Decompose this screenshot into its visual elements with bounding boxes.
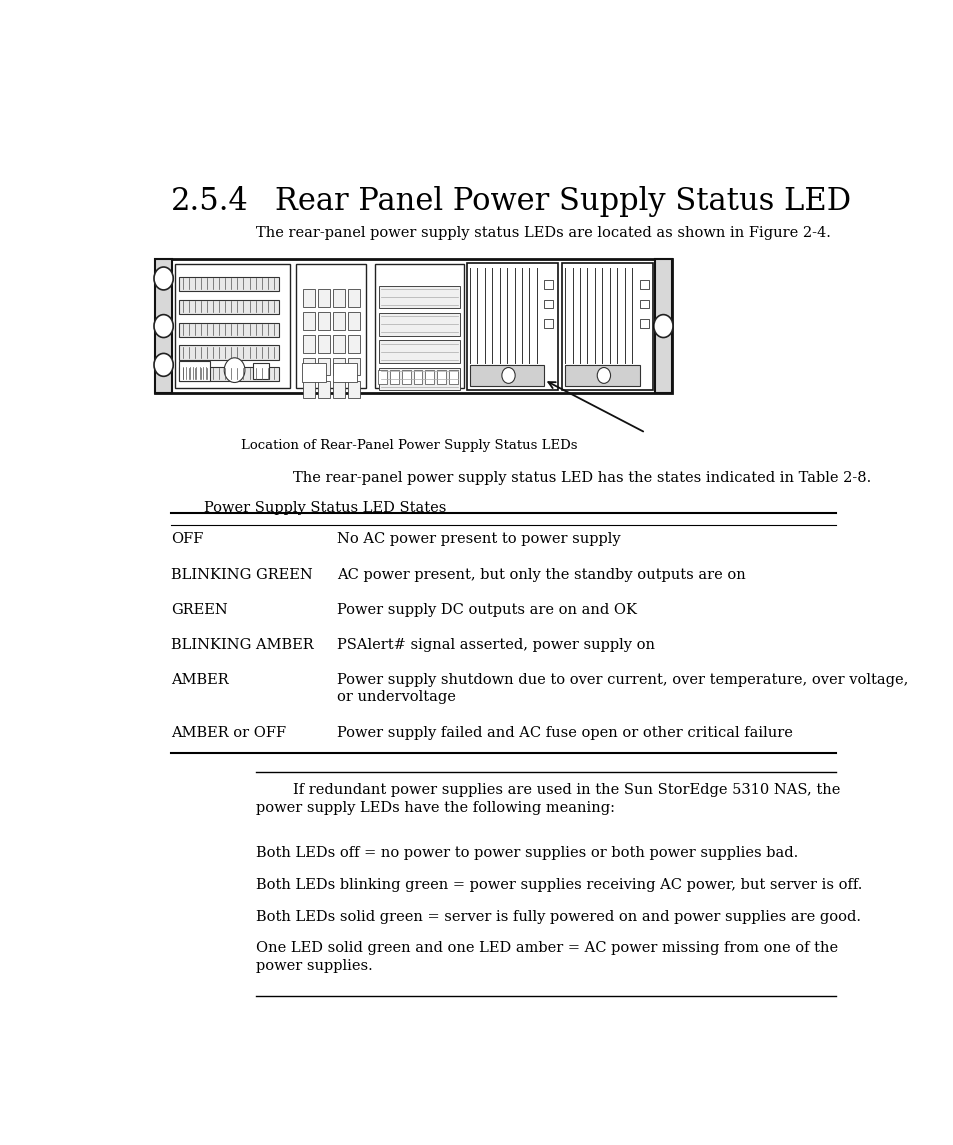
Bar — [179, 366, 278, 381]
Bar — [333, 357, 344, 376]
Text: AMBER or OFF: AMBER or OFF — [171, 726, 286, 741]
Bar — [301, 363, 325, 382]
Bar — [179, 346, 278, 360]
Text: 2.5.4: 2.5.4 — [171, 185, 249, 216]
Text: Rear Panel Power Supply Status LED: Rear Panel Power Supply Status LED — [274, 185, 850, 216]
Bar — [654, 259, 672, 393]
Text: The rear-panel power supply status LED has the states indicated in Table 2-8.: The rear-panel power supply status LED h… — [293, 471, 870, 484]
Bar — [561, 262, 653, 389]
Text: Both LEDs off = no power to power supplies or both power supplies bad.: Both LEDs off = no power to power suppli… — [255, 846, 798, 860]
Circle shape — [153, 267, 173, 290]
Circle shape — [597, 368, 610, 384]
Bar — [179, 362, 210, 381]
Text: Power supply shutdown due to over current, over temperature, over voltage,
or un: Power supply shutdown due to over curren… — [337, 673, 908, 704]
Bar — [544, 300, 553, 308]
Bar — [469, 365, 544, 386]
Bar — [317, 311, 330, 330]
Bar — [377, 370, 387, 385]
Bar — [425, 370, 434, 385]
Bar — [436, 370, 446, 385]
Bar — [466, 262, 558, 389]
Bar — [347, 334, 359, 353]
Bar — [564, 365, 639, 386]
Bar — [639, 281, 648, 289]
Bar — [333, 289, 344, 307]
Text: OFF: OFF — [171, 532, 203, 546]
Bar — [317, 357, 330, 376]
Bar — [253, 363, 269, 379]
Bar — [347, 357, 359, 376]
Bar — [333, 334, 344, 353]
Bar — [317, 381, 330, 398]
Text: Power Supply Status LED States: Power Supply Status LED States — [204, 500, 446, 514]
Text: Power supply DC outputs are on and OK: Power supply DC outputs are on and OK — [337, 603, 637, 617]
Bar — [347, 289, 359, 307]
Circle shape — [653, 315, 672, 338]
Circle shape — [153, 354, 173, 377]
Bar — [378, 285, 459, 308]
Bar — [154, 259, 172, 393]
Text: Both LEDs solid green = server is fully powered on and power supplies are good.: Both LEDs solid green = server is fully … — [255, 910, 861, 924]
Bar — [639, 319, 648, 327]
Text: Power supply failed and AC fuse open or other critical failure: Power supply failed and AC fuse open or … — [337, 726, 792, 741]
Text: AC power present, but only the standby outputs are on: AC power present, but only the standby o… — [337, 568, 745, 582]
Bar — [333, 311, 344, 330]
Text: One LED solid green and one LED amber = AC power missing from one of the
power s: One LED solid green and one LED amber = … — [255, 941, 838, 973]
Bar — [303, 311, 314, 330]
Bar — [317, 334, 330, 353]
Circle shape — [153, 315, 173, 338]
Text: BLINKING GREEN: BLINKING GREEN — [171, 568, 313, 582]
Bar — [179, 300, 278, 314]
Text: Location of Rear-Panel Power Supply Status LEDs: Location of Rear-Panel Power Supply Stat… — [241, 439, 578, 452]
Bar — [544, 319, 553, 327]
Bar — [544, 281, 553, 289]
Bar — [375, 264, 463, 388]
Bar — [303, 289, 314, 307]
Bar — [449, 370, 457, 385]
Bar — [154, 259, 672, 393]
Circle shape — [224, 357, 245, 382]
Text: The rear-panel power supply status LEDs are located as shown in Figure 2-4.: The rear-panel power supply status LEDs … — [255, 226, 830, 239]
Bar — [378, 340, 459, 363]
Bar — [378, 368, 459, 390]
Bar — [295, 264, 366, 388]
Bar — [333, 363, 356, 382]
Bar — [390, 370, 398, 385]
Bar — [413, 370, 422, 385]
Text: Both LEDs blinking green = power supplies receiving AC power, but server is off.: Both LEDs blinking green = power supplie… — [255, 878, 862, 892]
Text: AMBER: AMBER — [171, 673, 229, 687]
Bar — [401, 370, 410, 385]
Circle shape — [501, 368, 515, 384]
Text: If redundant power supplies are used in the Sun StorEdge 5310 NAS, the
power sup: If redundant power supplies are used in … — [255, 783, 840, 815]
Text: BLINKING AMBER: BLINKING AMBER — [171, 638, 314, 653]
Bar — [639, 300, 648, 308]
Bar — [333, 381, 344, 398]
Bar — [303, 381, 314, 398]
Text: PSAlert# signal asserted, power supply on: PSAlert# signal asserted, power supply o… — [337, 638, 655, 653]
Text: No AC power present to power supply: No AC power present to power supply — [337, 532, 620, 546]
Bar — [378, 313, 459, 335]
Text: GREEN: GREEN — [171, 603, 228, 617]
Bar — [175, 264, 290, 388]
Bar — [347, 381, 359, 398]
Bar — [179, 323, 278, 337]
Bar — [303, 357, 314, 376]
Bar — [347, 311, 359, 330]
Bar — [303, 334, 314, 353]
Bar — [179, 277, 278, 291]
Bar — [317, 289, 330, 307]
